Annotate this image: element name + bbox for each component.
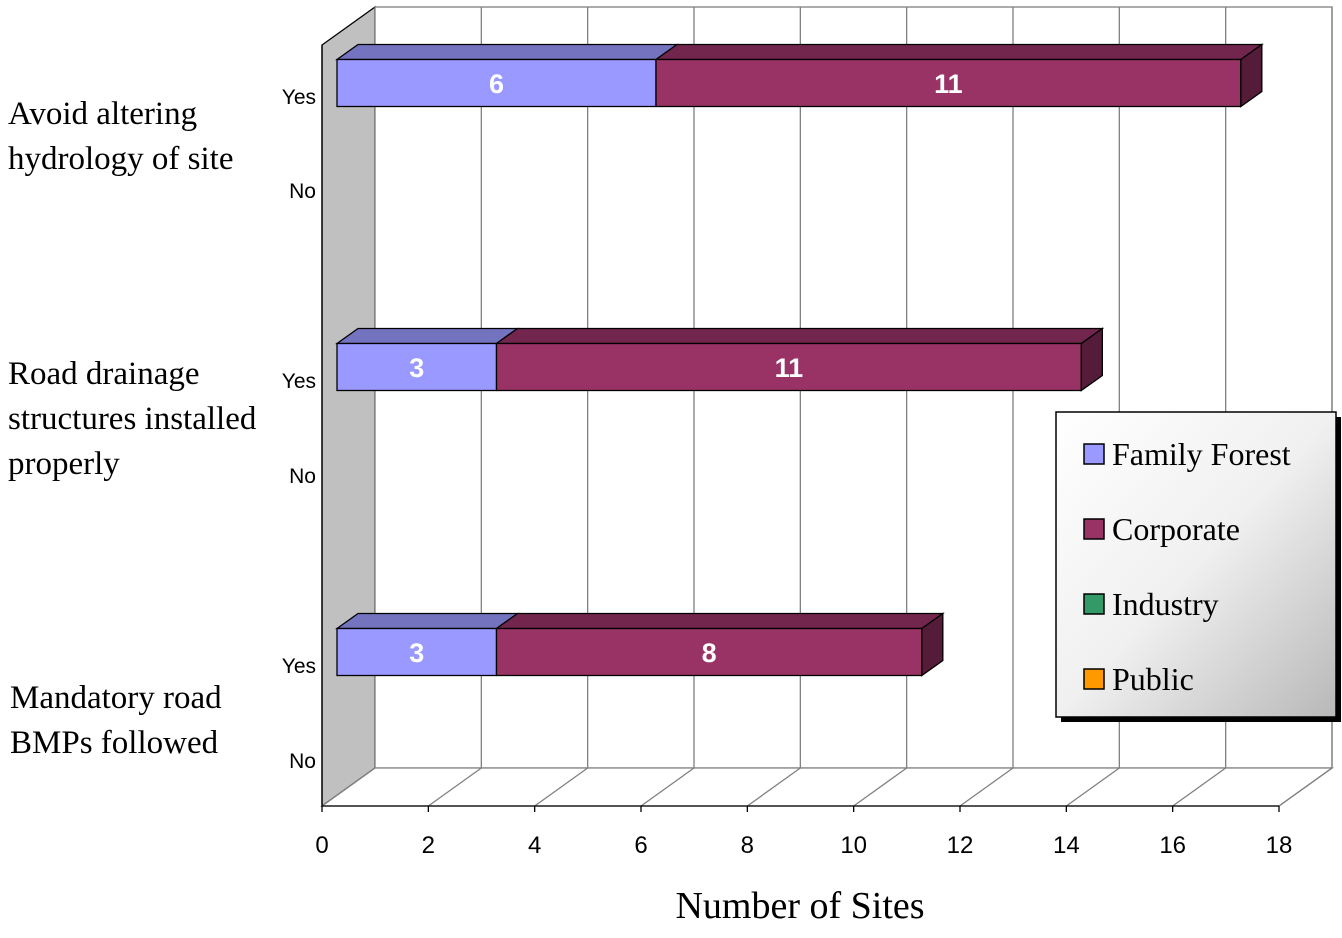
y-subcategory-label: Yes: [282, 86, 316, 109]
floor-gridline: [1172, 767, 1227, 807]
bar-top-face: [334, 612, 520, 630]
bar-segment: [336, 627, 498, 677]
x-tick-label: 10: [840, 832, 867, 859]
x-tick-label: 16: [1159, 832, 1186, 859]
bar-segment: [336, 342, 498, 392]
floor-gridline: [1278, 767, 1333, 807]
group-label-road-bmps: Mandatory road BMPs followed: [10, 680, 222, 761]
bar-top-face: [334, 327, 520, 345]
y-subcategory-label: No: [289, 465, 316, 488]
y-subcategory-label: Yes: [282, 370, 316, 393]
bar-segment: [655, 58, 1242, 108]
x-tick-label: 4: [528, 832, 541, 859]
legend-swatch: [1083, 443, 1105, 465]
bar-side-face: [1080, 327, 1103, 392]
y-subcategory-label: No: [289, 750, 316, 773]
group-label-hydrology: Avoid altering hydrology of site: [8, 96, 234, 177]
bar-top-face: [334, 43, 680, 61]
bar-data-label: 8: [702, 638, 717, 668]
floor-gridline: [959, 767, 1014, 807]
bar-segment: [495, 342, 1082, 392]
legend-swatch: [1083, 518, 1105, 540]
bar-side-face: [1240, 43, 1263, 108]
x-tick-label: 8: [741, 832, 754, 859]
x-tick-label: 12: [947, 832, 974, 859]
bar-data-label: 11: [934, 69, 963, 99]
legend-label: Public: [1112, 661, 1194, 697]
x-tick-label: 0: [315, 832, 328, 859]
x-tick-label: 14: [1053, 832, 1080, 859]
x-tick-label: 6: [634, 832, 647, 859]
y-subcategory-label: No: [289, 180, 316, 203]
bar-segment: [336, 58, 657, 108]
x-tick-label: 2: [422, 832, 435, 859]
bar-data-label: 6: [489, 69, 504, 99]
floor-gridline: [746, 767, 801, 807]
floor-gridline: [321, 767, 376, 807]
bar-data-label: 3: [409, 353, 424, 383]
y-subcategory-label: Yes: [282, 655, 316, 678]
bar-top-face: [494, 327, 1105, 345]
floor-gridline: [427, 767, 482, 807]
bar-data-label: 11: [775, 353, 804, 383]
floor-gridline: [534, 767, 589, 807]
bar-data-label: 3: [409, 638, 424, 668]
legend-label: Industry: [1112, 586, 1219, 622]
bar-top-face: [653, 43, 1264, 61]
bar-side-face: [921, 612, 944, 677]
legend-label: Family Forest: [1112, 436, 1291, 472]
x-axis-title: Number of Sites: [675, 885, 925, 927]
legend-swatch: [1083, 668, 1105, 690]
legend-label: Corporate: [1112, 511, 1240, 547]
group-label-road-drainage: Road drainage structures installed prope…: [8, 356, 257, 482]
floor-gridline: [853, 767, 908, 807]
floor-gridline: [1065, 767, 1120, 807]
floor-gridline: [640, 767, 695, 807]
bar-top-face: [494, 612, 945, 630]
side-wall: [321, 5, 376, 808]
x-tick-label: 18: [1266, 832, 1293, 859]
legend-swatch: [1083, 593, 1105, 615]
